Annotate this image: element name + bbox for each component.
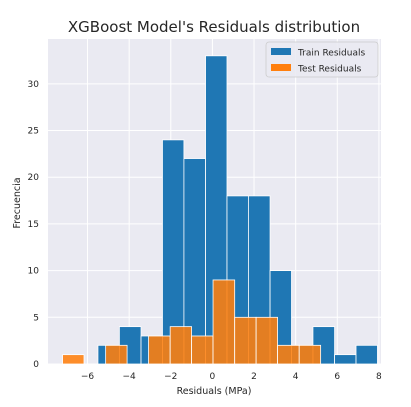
y-tick-label: 25: [28, 127, 39, 137]
legend: Train Residuals Test Residuals: [265, 41, 379, 78]
y-tick-label: 20: [28, 173, 40, 183]
histogram-bar: [148, 335, 171, 365]
histogram-bar: [234, 316, 257, 365]
histogram-bar: [334, 354, 357, 365]
histogram-bar: [212, 279, 236, 365]
histogram-bar: [255, 316, 278, 365]
x-tick-label: 8: [376, 372, 382, 382]
y-tick-label: 5: [33, 313, 39, 323]
x-tick-label: 4: [293, 372, 299, 382]
chart-title: XGBoost Model's Residuals distribution: [68, 18, 360, 36]
histogram-bar: [277, 344, 300, 365]
x-tick-label: 6: [334, 372, 340, 382]
series-test: [62, 279, 322, 365]
x-tick-label: −6: [81, 372, 95, 382]
histogram-bar: [105, 344, 128, 365]
x-tick-label: 2: [251, 372, 257, 382]
legend-label: Train Residuals: [297, 49, 365, 59]
y-tick-label: 10: [28, 267, 40, 277]
legend-box: [265, 41, 379, 78]
y-tick-label: 0: [33, 360, 39, 370]
legend-swatch: [271, 48, 291, 55]
legend-swatch: [271, 64, 291, 71]
x-tick-label: −4: [123, 372, 137, 382]
x-axis-label: Residuals (MPa): [177, 386, 252, 397]
y-tick-label: 30: [28, 80, 40, 90]
histogram-bar: [355, 344, 378, 365]
histogram-bar: [298, 344, 322, 365]
x-tick-label: −2: [164, 372, 177, 382]
y-tick-label: 15: [28, 220, 39, 230]
histogram-bar: [62, 354, 85, 365]
y-axis-label: Frecuencia: [12, 177, 23, 228]
x-tick-label: 0: [210, 372, 216, 382]
legend-label: Test Residuals: [297, 65, 362, 75]
histogram-bar: [169, 326, 193, 365]
histogram-bar: [191, 335, 214, 365]
